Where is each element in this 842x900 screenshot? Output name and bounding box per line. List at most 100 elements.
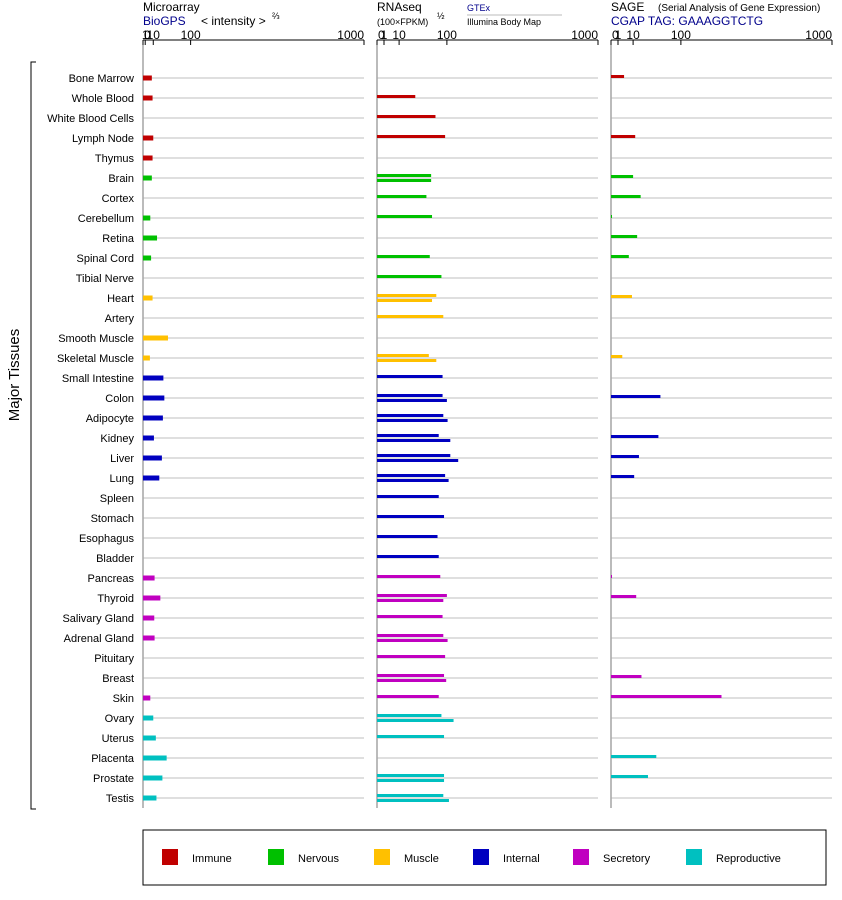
tissue-label: Whole Blood	[72, 93, 134, 105]
microarray-bar	[143, 75, 152, 81]
tissue-label: Testis	[106, 793, 135, 805]
sage-tick-label: 1	[615, 28, 622, 42]
sage-bar	[611, 235, 638, 238]
rnaseq-bar	[377, 774, 445, 777]
sage-bar	[611, 675, 642, 678]
legend-swatch	[686, 849, 702, 865]
rnaseq-bar	[377, 255, 430, 258]
sage-bar	[611, 755, 657, 758]
sage-bar	[611, 195, 641, 198]
rnaseq-bar	[377, 454, 451, 457]
microarray-unit: < intensity >	[201, 14, 266, 28]
tissue-label: Cerebellum	[78, 213, 134, 225]
sage-tick-label: 1000	[805, 28, 832, 42]
tissue-label: Spleen	[100, 493, 134, 505]
rnaseq-tick-label: 1	[381, 28, 388, 42]
tissue-label: Artery	[105, 313, 135, 325]
tissue-group-bracket	[30, 61, 36, 810]
rnaseq-bar	[377, 515, 445, 518]
microarray-bar	[143, 775, 163, 781]
microarray-bar	[143, 335, 168, 341]
tissue-label: Skeletal Muscle	[57, 353, 134, 365]
microarray-tick-label: 1000	[337, 28, 364, 42]
sage-bar	[611, 255, 629, 258]
tissue-label: Bone Marrow	[69, 73, 134, 85]
rnaseq-bar	[377, 474, 446, 477]
rnaseq-bar	[377, 495, 439, 498]
tissue-label: Uterus	[102, 733, 135, 745]
rnaseq-title: RNAseq	[377, 0, 422, 14]
microarray-tick-label: 1	[142, 28, 149, 42]
tissue-label: Placenta	[91, 753, 135, 765]
rnaseq-bar	[377, 179, 432, 182]
microarray-bar	[143, 175, 152, 181]
sage-bar	[611, 475, 635, 478]
rnaseq-bar	[377, 419, 448, 422]
biogps-source: BioGPS	[143, 14, 186, 28]
rnaseq-bar	[377, 735, 445, 738]
rnaseq-bar	[377, 115, 436, 118]
rnaseq-bar	[377, 195, 427, 198]
microarray-bar	[143, 715, 154, 721]
rnaseq-bar	[377, 399, 447, 402]
tissue-label: Heart	[107, 293, 134, 305]
rnaseq-tick-label: 10	[392, 28, 406, 42]
sage-bar	[611, 135, 636, 138]
sage-tick-label: 10	[626, 28, 640, 42]
tissue-label: Esophagus	[79, 533, 135, 545]
microarray-bar	[143, 155, 153, 161]
microarray-title: Microarray	[143, 0, 200, 14]
rnaseq-unit: (100×FPKM)	[377, 17, 428, 27]
tissue-label: Lymph Node	[72, 133, 134, 145]
microarray-bar	[143, 795, 157, 801]
microarray-bar	[143, 575, 155, 581]
rnaseq-bar	[377, 655, 446, 658]
legend-label: Muscle	[404, 853, 439, 865]
tissue-label: Small Intestine	[62, 373, 134, 385]
microarray-bar	[143, 415, 163, 421]
legend-box	[142, 829, 827, 886]
rnaseq-bar	[377, 714, 442, 717]
rnaseq-bar	[377, 275, 442, 278]
rnaseq-bar	[377, 354, 429, 357]
rnaseq-bar	[377, 479, 449, 482]
tissue-label: Tibial Nerve	[76, 273, 134, 285]
microarray-bar	[143, 695, 151, 701]
sage-bar	[611, 775, 648, 778]
rnaseq-tick-label: 100	[437, 28, 457, 42]
tissue-label: Salivary Gland	[62, 613, 134, 625]
tissue-label: Adrenal Gland	[64, 633, 134, 645]
microarray-bar	[143, 435, 154, 441]
legend-label: Secretory	[603, 853, 651, 865]
expression-bars	[143, 75, 722, 802]
rnaseq-bar	[377, 459, 459, 462]
tissue-label: Bladder	[96, 553, 134, 565]
gtex-source: GTEx	[467, 3, 491, 13]
tissue-label: Pancreas	[88, 573, 135, 585]
tissue-label: Brain	[108, 173, 134, 185]
rnaseq-bar	[377, 135, 446, 138]
legend-swatch	[573, 849, 589, 865]
rnaseq-bar	[377, 375, 443, 378]
sage-bar	[611, 355, 623, 358]
tissue-label: Adipocyte	[86, 413, 134, 425]
legend-swatch	[162, 849, 178, 865]
legend-swatch	[268, 849, 284, 865]
microarray-bar	[143, 135, 154, 141]
tissue-label: Stomach	[91, 513, 134, 525]
rnaseq-tick-label: 1000	[571, 28, 598, 42]
rnaseq-bar	[377, 679, 447, 682]
tissue-label: Breast	[102, 673, 134, 685]
microarray-bar	[143, 255, 152, 261]
sage-bar	[611, 175, 634, 178]
microarray-bar	[143, 755, 167, 761]
rnaseq-bar	[377, 674, 445, 677]
sage-bar	[611, 595, 637, 598]
microarray-tick-label: 100	[181, 28, 201, 42]
legend: Immune Nervous Muscle Internal Secretory Repr…	[162, 849, 781, 865]
sage-bar	[611, 215, 612, 218]
rnaseq-bar	[377, 719, 454, 722]
rnaseq-bar	[377, 599, 444, 602]
tissue-label: Kidney	[100, 433, 134, 445]
